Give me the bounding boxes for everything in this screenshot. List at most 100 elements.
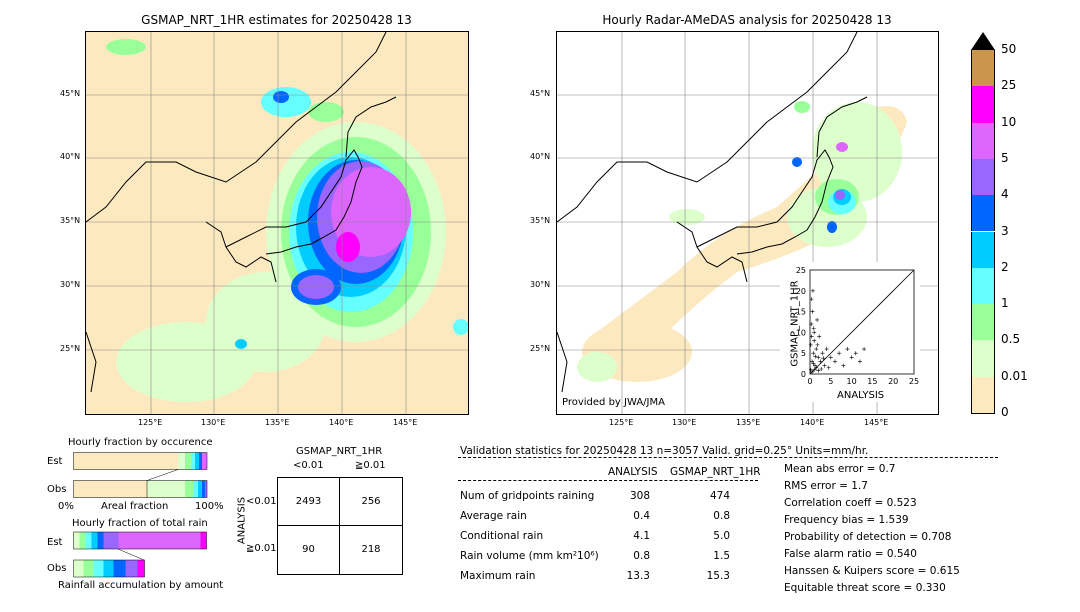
right-map-title: Hourly Radar-AMeDAS analysis for 2025042… <box>602 13 892 27</box>
scatter-point <box>811 351 816 356</box>
val-col2: GSMAP_NRT_1HR <box>670 466 761 478</box>
scatter-point <box>812 367 817 372</box>
scatter-point <box>814 365 819 370</box>
colorbar-label: 4 <box>1001 187 1009 202</box>
right-lon-145: 145°E <box>864 418 889 427</box>
scatter-point <box>815 317 820 322</box>
score-0: Mean abs error = 0.7 <box>784 463 896 475</box>
cell-1-1: 218 <box>361 544 381 555</box>
scatter-xtick-label: 25 <box>909 377 919 386</box>
val-row-label-0: Num of gridpoints raining <box>460 490 595 502</box>
scatter-point <box>862 347 867 352</box>
colorbar-segment <box>971 50 995 87</box>
val-row-label-1: Average rain <box>460 510 527 522</box>
right-lon-140: 140°E <box>800 418 825 427</box>
contingency-title: GSMAP_NRT_1HR <box>296 446 383 457</box>
rain-xlabel: Rainfall accumulation by amount <box>58 580 224 591</box>
left-lon-145: 145°E <box>393 418 418 427</box>
scatter-xtick-label: 15 <box>867 377 877 386</box>
scatter-point <box>845 347 850 352</box>
scatter-diagonal <box>809 269 915 375</box>
scatter-point <box>810 309 815 314</box>
score-7: Equitable threat score = 0.330 <box>784 582 946 594</box>
scatter-point <box>811 326 816 331</box>
colorbar-segment <box>971 340 995 377</box>
scatter-ylabel: GSMAP_NRT_1HR <box>789 280 801 367</box>
scatter-point <box>812 330 817 335</box>
occ-obs-label: Obs <box>47 484 67 495</box>
colorbar-segment <box>971 231 995 268</box>
colorbar-label: 3 <box>1001 223 1009 238</box>
scatter-point <box>826 365 831 370</box>
scatter-point <box>822 363 827 368</box>
occ-xlabel: Areal fraction <box>101 501 169 512</box>
validation-header: Validation statistics for 20250428 13 n=… <box>460 445 869 457</box>
rain-est-label: Est <box>47 537 63 548</box>
occurrence-bars <box>73 452 208 498</box>
scatter-plot: 00 5 5 10 10 15 15 20 20 25 25 <box>796 266 919 386</box>
scatter-point <box>813 354 818 359</box>
colorbar-label: 0 <box>1001 405 1009 419</box>
scatter-point <box>811 361 816 366</box>
left-lat-40: 40°N <box>60 152 81 161</box>
colorbar-label: 2 <box>1001 259 1009 274</box>
scatter-point <box>849 355 854 360</box>
colorbar-segment <box>971 158 995 196</box>
colorbar-segment <box>971 195 995 232</box>
scatter-xtick-label: 20 <box>888 377 898 386</box>
right-coastlines <box>557 32 868 393</box>
val-row-g-4: 15.3 <box>706 570 730 582</box>
val-row-g-1: 0.8 <box>713 510 730 522</box>
score-6: Hanssen & Kuipers score = 0.615 <box>784 565 960 577</box>
cell-0-0: 2493 <box>295 496 322 507</box>
scatter-point <box>824 347 829 352</box>
colorbar-segment <box>971 267 995 305</box>
occ-obs-base <box>73 480 148 498</box>
right-gridlines <box>557 32 938 414</box>
cell-0-1: 256 <box>361 496 381 507</box>
rain-est-frame <box>73 531 207 550</box>
right-lat-30: 30°N <box>530 280 551 289</box>
left-lon-140: 140°E <box>329 418 354 427</box>
right-map: Provided by JWA/JMA <box>556 31 939 415</box>
val-row-a-1: 0.4 <box>633 510 650 522</box>
scatter-point <box>810 288 815 293</box>
scatter-ytick-label: 10 <box>796 328 806 337</box>
left-coastlines <box>86 32 397 393</box>
colorbar-segment <box>971 86 995 123</box>
left-map <box>85 31 469 415</box>
val-col-rule <box>458 480 758 481</box>
scatter-point <box>837 351 842 356</box>
scatter-xtick-label: 5 <box>828 377 833 386</box>
scatter-xtick-label: 10 <box>847 377 857 386</box>
scatter-ytick-label: 25 <box>796 266 806 275</box>
scatter-point <box>841 363 846 368</box>
colorbar-label: 25 <box>1001 78 1017 93</box>
left-map-title: GSMAP_NRT_1HR estimates for 20250428 13 <box>141 13 412 27</box>
scatter-point <box>820 351 825 356</box>
left-lat-25: 25°N <box>60 344 81 353</box>
left-lat-45: 45°N <box>60 89 81 98</box>
val-row-g-3: 1.5 <box>713 550 730 562</box>
scatter-point <box>809 322 814 327</box>
val-row-label-3: Rain volume (mm km²10⁶) <box>460 550 599 562</box>
validation-header-rule <box>458 457 998 458</box>
scatter-point <box>810 359 815 364</box>
occ-est-base <box>73 452 179 470</box>
val-row-g-0: 474 <box>709 490 730 502</box>
colorbar-extend-arrow <box>971 32 995 50</box>
scatter-point <box>818 359 823 364</box>
val-row-a-2: 4.1 <box>633 530 650 542</box>
scatter-xlabel: ANALYSIS <box>837 390 885 401</box>
cell-1-0: 90 <box>302 544 315 555</box>
scatter-point <box>814 347 819 352</box>
scatter-ytick-label: 15 <box>796 308 806 317</box>
right-lat-25: 25°N <box>530 344 551 353</box>
rain-obs-frame <box>73 559 145 578</box>
colorbar-label: 10 <box>1001 114 1017 129</box>
scatter-ytick-label: 5 <box>801 349 806 358</box>
colorbar-label: 5 <box>1001 150 1009 165</box>
scatter-point <box>816 368 821 373</box>
left-lon-130: 130°E <box>201 418 226 427</box>
val-row-label-2: Conditional rain <box>460 530 544 542</box>
